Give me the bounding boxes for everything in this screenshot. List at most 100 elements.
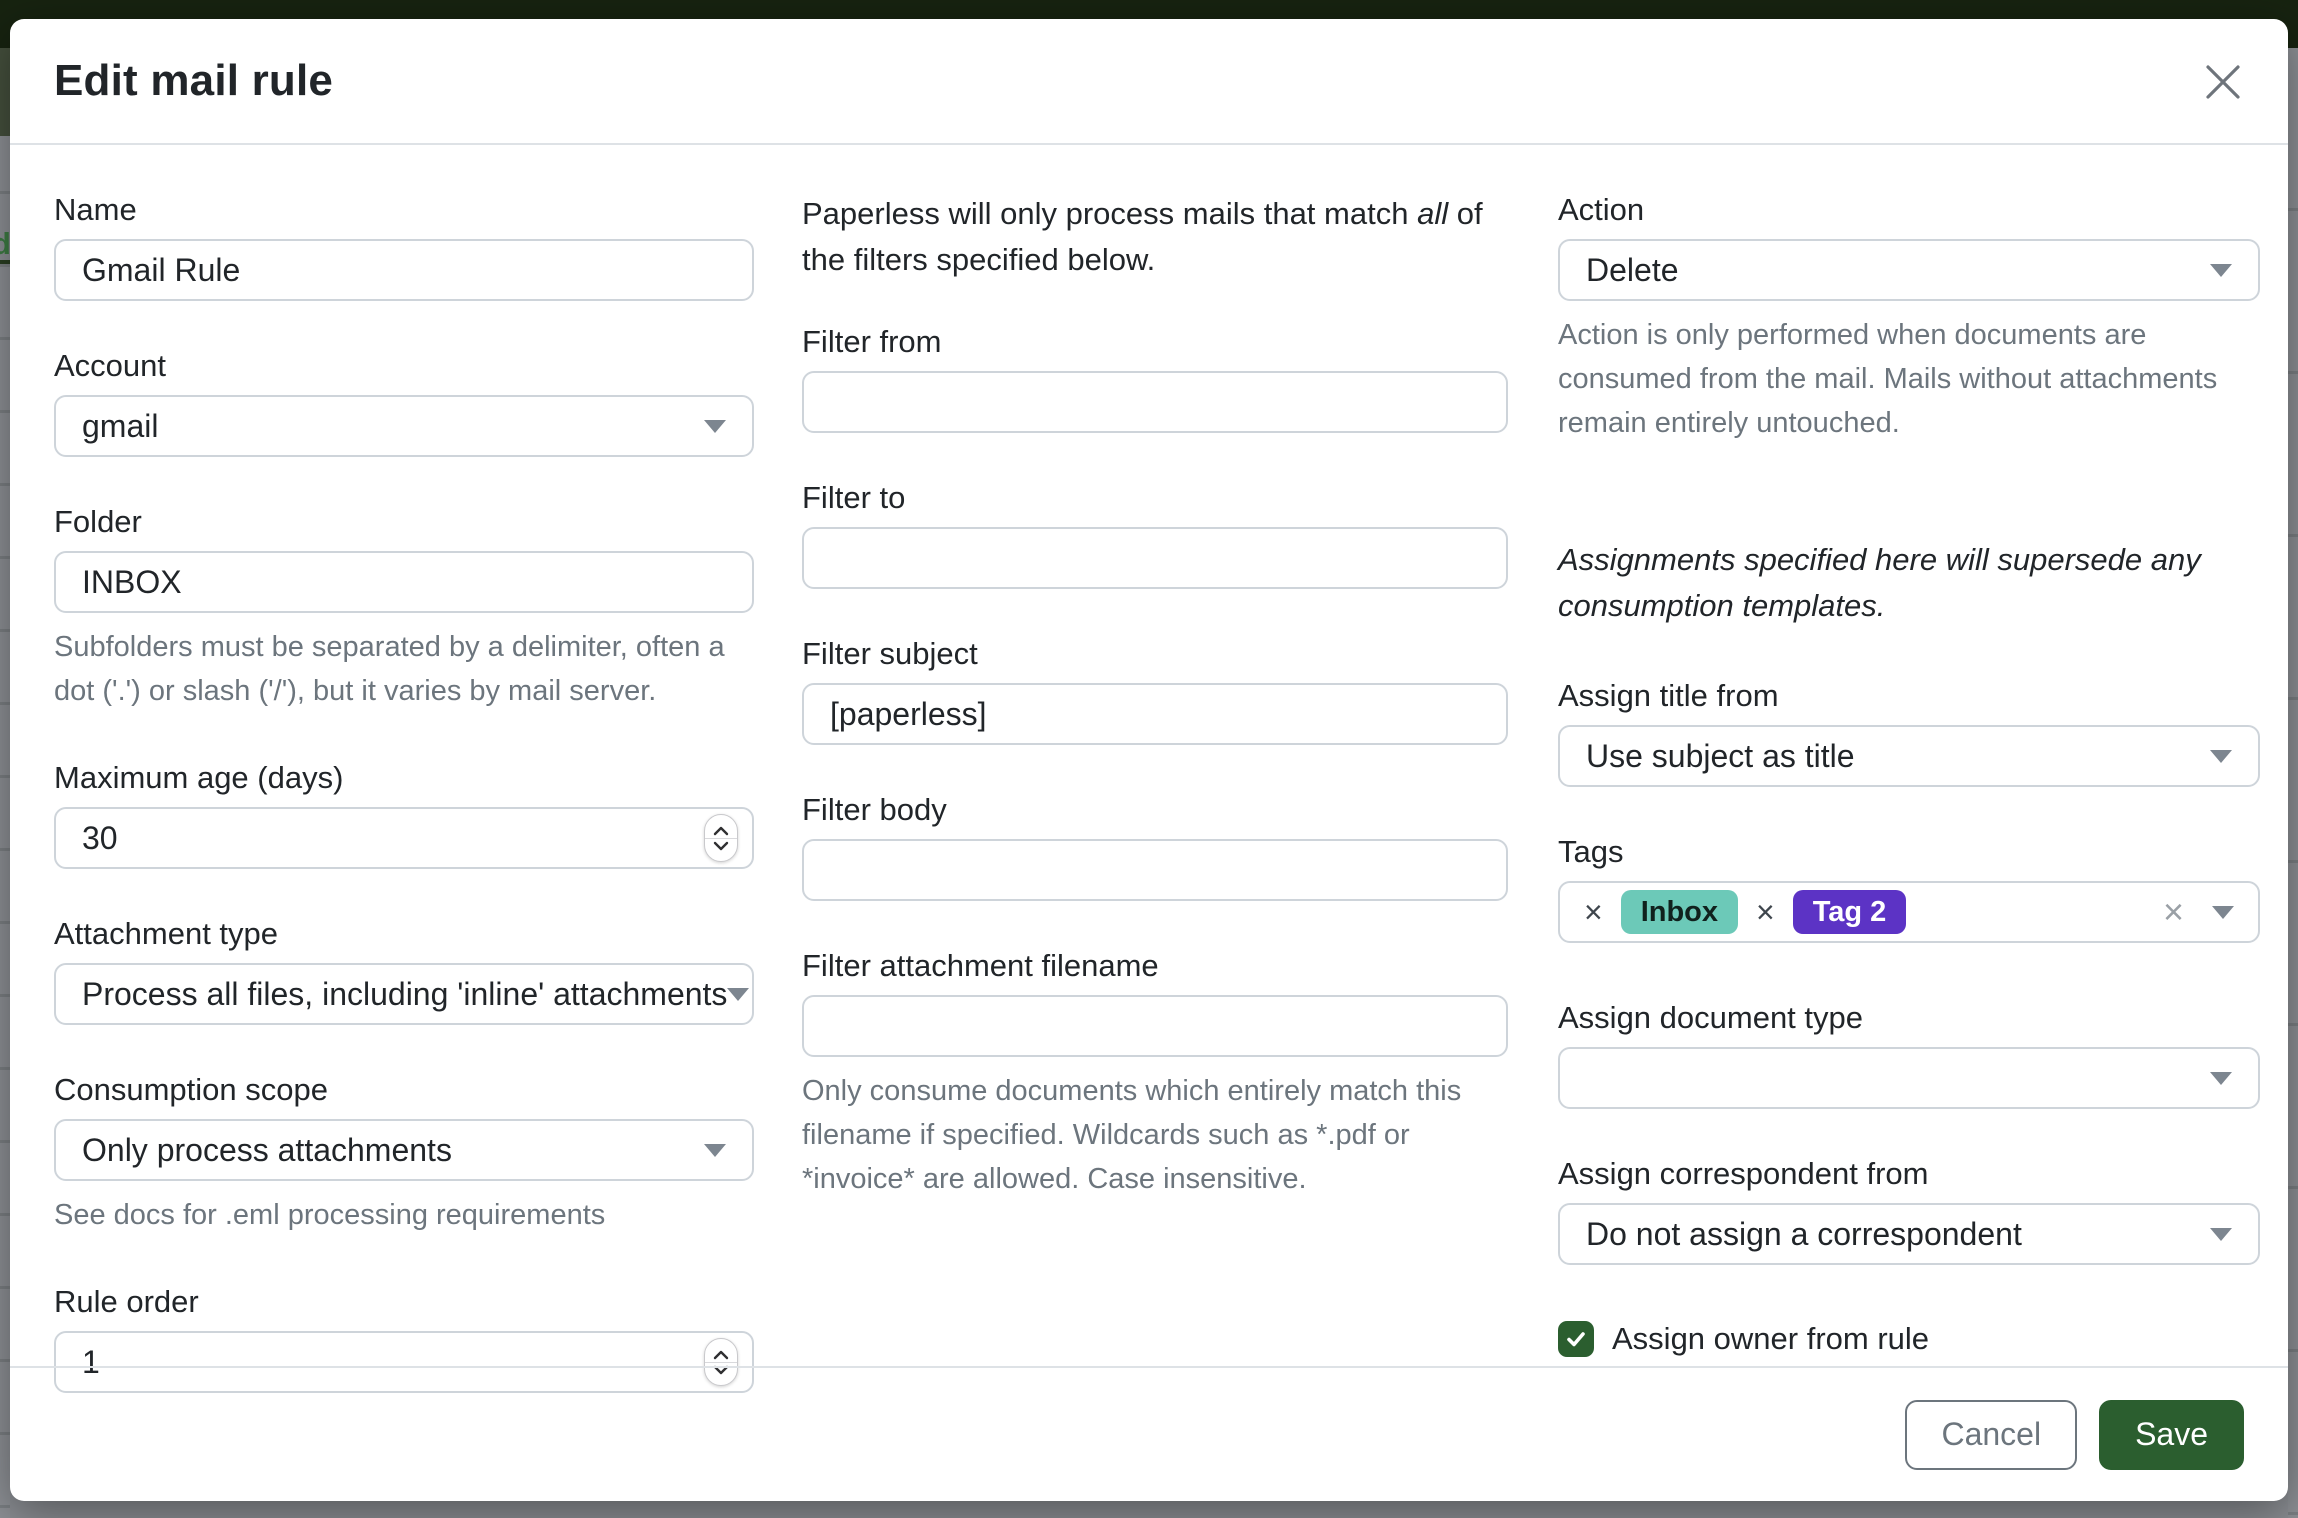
account-select-value: gmail bbox=[82, 407, 159, 444]
dialog-header: Edit mail rule bbox=[10, 19, 2288, 145]
number-stepper[interactable] bbox=[704, 1338, 738, 1386]
filter-attachment-filename-field-group: Filter attachment filename Only consume … bbox=[802, 947, 1508, 1201]
maximum-age-input[interactable] bbox=[54, 807, 754, 869]
column-general: Name Account gmail Folder Subfolders mus… bbox=[54, 191, 754, 1439]
action-help-text: Action is only performed when documents … bbox=[1558, 319, 2218, 439]
stepper-down-icon bbox=[713, 1365, 729, 1374]
assign-correspondent-from-select[interactable]: Do not assign a correspondent bbox=[1558, 1203, 2260, 1265]
stepper-up-icon bbox=[713, 826, 729, 835]
filters-intro-text: Paperless will only process mails that m… bbox=[802, 196, 1483, 277]
stepper-divider bbox=[705, 1361, 737, 1363]
chevron-down-icon bbox=[2212, 905, 2234, 919]
chevron-down-icon bbox=[704, 419, 726, 433]
dialog-body: Name Account gmail Folder Subfolders mus… bbox=[10, 145, 2288, 1439]
chevron-down-icon bbox=[2210, 263, 2232, 277]
backdrop-clipped-text: d bbox=[0, 226, 10, 261]
filter-body-field-group: Filter body bbox=[802, 791, 1508, 901]
consumption-scope-help-text: See docs for .eml processing requirement… bbox=[54, 1199, 606, 1231]
assign-document-type-select[interactable] bbox=[1558, 1047, 2260, 1109]
filters-intro-emphasis: all bbox=[1417, 196, 1449, 231]
tags-field-group: Tags × Inbox × Tag 2 × bbox=[1558, 833, 2260, 943]
filter-from-input[interactable] bbox=[802, 371, 1508, 433]
assign-title-from-field-group: Assign title from Use subject as title bbox=[1558, 677, 2260, 787]
action-label: Action bbox=[1558, 192, 1645, 227]
filter-to-label: Filter to bbox=[802, 480, 906, 515]
consumption-scope-label: Consumption scope bbox=[54, 1072, 328, 1107]
backdrop-left-sliver: d bbox=[0, 48, 10, 1518]
action-select[interactable]: Delete bbox=[1558, 239, 2260, 301]
assign-title-from-select[interactable]: Use subject as title bbox=[1558, 725, 2260, 787]
stepper-up-icon bbox=[713, 1350, 729, 1359]
chevron-down-icon bbox=[704, 1143, 726, 1157]
action-field-group: Action Delete Action is only performed w… bbox=[1558, 191, 2260, 445]
rule-order-label: Rule order bbox=[54, 1284, 199, 1319]
assign-title-from-label: Assign title from bbox=[1558, 678, 1779, 713]
filter-to-input[interactable] bbox=[802, 527, 1508, 589]
filter-attachment-filename-label: Filter attachment filename bbox=[802, 948, 1159, 983]
tag-chip: Inbox bbox=[1620, 890, 1739, 934]
remove-tag-icon[interactable]: × bbox=[1756, 894, 1775, 930]
consumption-scope-select-value: Only process attachments bbox=[82, 1131, 452, 1168]
consumption-scope-select[interactable]: Only process attachments bbox=[54, 1119, 754, 1181]
filter-subject-input[interactable] bbox=[802, 683, 1508, 745]
dialog-title: Edit mail rule bbox=[54, 56, 334, 105]
attachment-type-label: Attachment type bbox=[54, 916, 279, 951]
name-input[interactable] bbox=[54, 239, 754, 301]
stepper-down-icon bbox=[713, 841, 729, 850]
chevron-down-icon bbox=[2210, 1227, 2232, 1241]
column-actions: Action Delete Action is only performed w… bbox=[1558, 191, 2260, 1439]
folder-field-group: Folder Subfolders must be separated by a… bbox=[54, 503, 754, 713]
clear-tags-icon[interactable]: × bbox=[2162, 891, 2184, 932]
assign-document-type-field-group: Assign document type bbox=[1558, 999, 2260, 1109]
attachment-type-field-group: Attachment type Process all files, inclu… bbox=[54, 915, 754, 1025]
save-button[interactable]: Save bbox=[2099, 1399, 2244, 1470]
rule-order-input[interactable] bbox=[54, 1331, 754, 1393]
cancel-button[interactable]: Cancel bbox=[1905, 1399, 2078, 1470]
dialog-footer: Cancel Save bbox=[10, 1366, 2288, 1501]
filter-from-label: Filter from bbox=[802, 324, 942, 359]
filter-attachment-filename-input[interactable] bbox=[802, 995, 1508, 1057]
assignments-note: Assignments specified here will supersed… bbox=[1558, 542, 2201, 623]
chevron-down-icon bbox=[727, 987, 750, 1001]
folder-label: Folder bbox=[54, 504, 142, 539]
filter-body-label: Filter body bbox=[802, 792, 947, 827]
filter-subject-label: Filter subject bbox=[802, 636, 978, 671]
filter-to-field-group: Filter to bbox=[802, 479, 1508, 589]
rule-order-field-group: Rule order bbox=[54, 1283, 754, 1393]
name-field-group: Name bbox=[54, 191, 754, 301]
backdrop-green-line bbox=[0, 260, 10, 264]
filter-from-field-group: Filter from bbox=[802, 323, 1508, 433]
action-select-value: Delete bbox=[1586, 251, 1679, 288]
name-label: Name bbox=[54, 192, 137, 227]
consumption-scope-field-group: Consumption scope Only process attachmen… bbox=[54, 1071, 754, 1237]
backdrop-green-block bbox=[0, 48, 10, 136]
assign-owner-label: Assign owner from rule bbox=[1612, 1321, 1930, 1356]
assign-document-type-label: Assign document type bbox=[1558, 1000, 1864, 1035]
chevron-down-icon bbox=[2210, 1071, 2232, 1085]
close-icon[interactable] bbox=[2200, 59, 2246, 105]
tags-multiselect[interactable]: × Inbox × Tag 2 × bbox=[1558, 881, 2260, 943]
attachment-type-select[interactable]: Process all files, including 'inline' at… bbox=[54, 963, 754, 1025]
tag-chip: Tag 2 bbox=[1792, 890, 1907, 934]
number-stepper[interactable] bbox=[704, 814, 738, 862]
folder-input[interactable] bbox=[54, 551, 754, 613]
remove-tag-icon[interactable]: × bbox=[1584, 894, 1603, 930]
assign-correspondent-from-label: Assign correspondent from bbox=[1558, 1156, 1929, 1191]
filter-attachment-filename-help-text: Only consume documents which entirely ma… bbox=[802, 1075, 1462, 1195]
assign-correspondent-from-field-group: Assign correspondent from Do not assign … bbox=[1558, 1155, 2260, 1265]
checkbox-checked-icon[interactable] bbox=[1558, 1321, 1594, 1357]
backdrop-right-sliver bbox=[2288, 48, 2298, 1518]
maximum-age-label: Maximum age (days) bbox=[54, 760, 344, 795]
column-filters: Paperless will only process mails that m… bbox=[802, 191, 1508, 1439]
chevron-down-icon bbox=[2210, 749, 2232, 763]
account-select[interactable]: gmail bbox=[54, 395, 754, 457]
account-field-group: Account gmail bbox=[54, 347, 754, 457]
account-label: Account bbox=[54, 348, 167, 383]
assign-correspondent-from-select-value: Do not assign a correspondent bbox=[1586, 1215, 2022, 1252]
filter-body-input[interactable] bbox=[802, 839, 1508, 901]
maximum-age-field-group: Maximum age (days) bbox=[54, 759, 754, 869]
stepper-divider bbox=[705, 837, 737, 839]
assign-title-from-select-value: Use subject as title bbox=[1586, 737, 1855, 774]
filter-subject-field-group: Filter subject bbox=[802, 635, 1508, 745]
assign-owner-checkbox-row[interactable]: Assign owner from rule bbox=[1558, 1321, 2260, 1357]
